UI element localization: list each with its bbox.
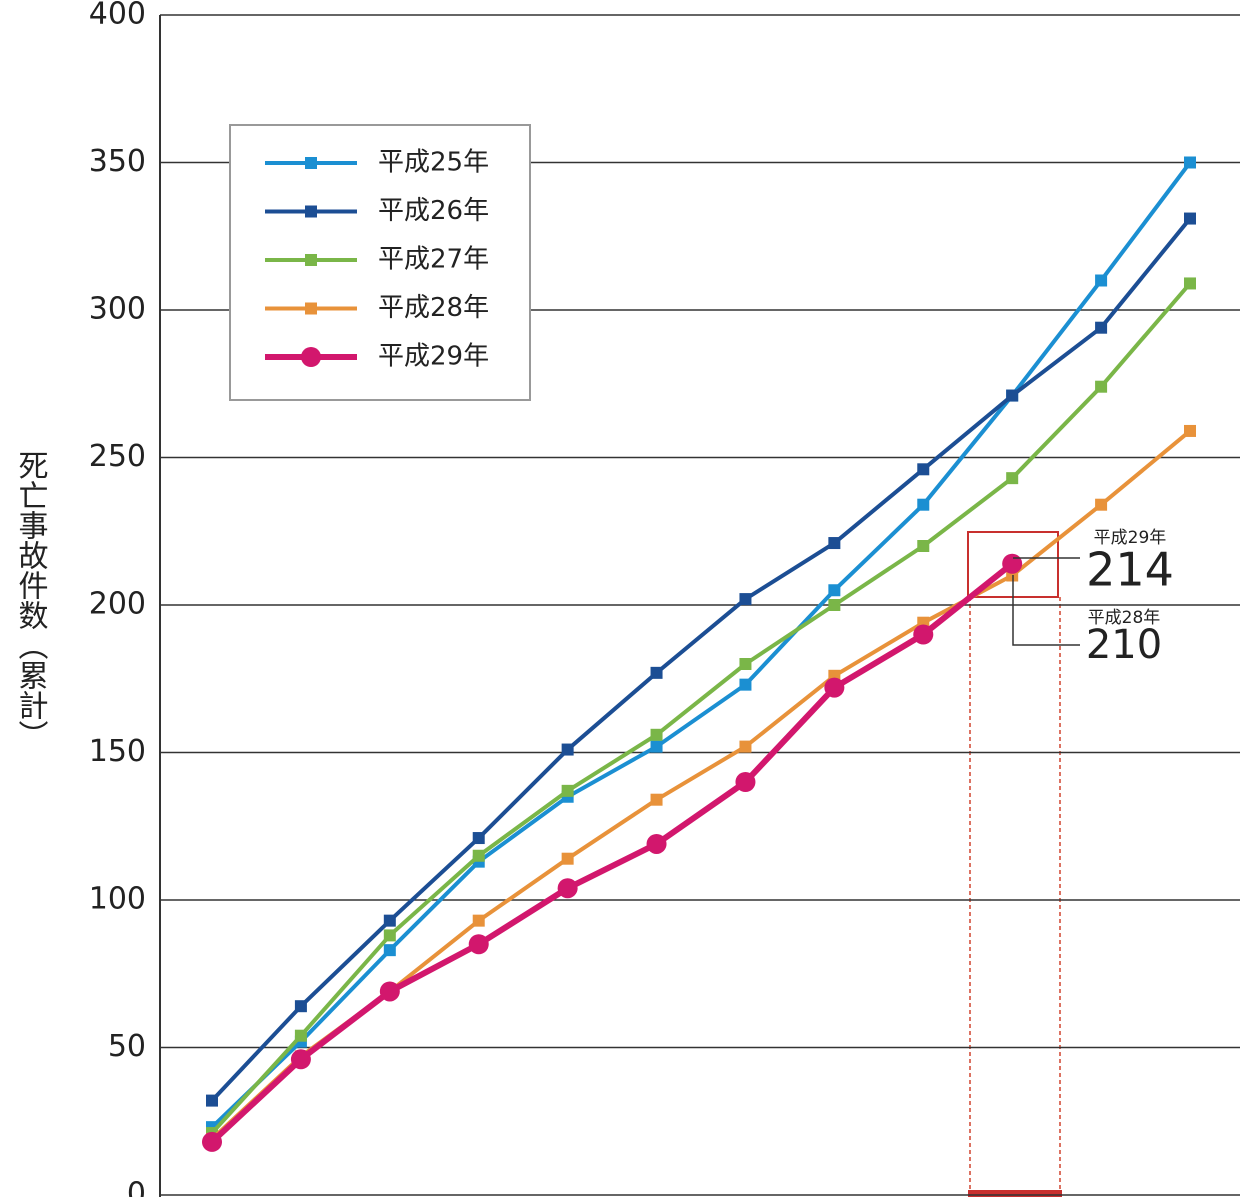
marker <box>828 537 841 550</box>
marker <box>561 852 574 865</box>
series-line <box>210 429 1192 1141</box>
marker <box>917 463 930 476</box>
marker <box>202 1131 222 1152</box>
marker <box>917 498 930 511</box>
legend-marker <box>305 157 317 169</box>
annotation-value: 210 <box>1086 622 1162 668</box>
series-line <box>209 561 1015 1145</box>
y-tick-label: 250 <box>89 439 146 474</box>
marker <box>828 584 841 597</box>
marker <box>472 914 485 927</box>
y-tick-label: 300 <box>89 292 146 327</box>
marker <box>913 624 934 645</box>
marker <box>650 793 663 806</box>
marker <box>379 981 400 1002</box>
marker <box>739 658 752 670</box>
marker <box>1184 156 1196 169</box>
marker <box>824 677 845 698</box>
legend-marker <box>301 347 321 367</box>
marker <box>735 772 756 792</box>
marker <box>290 1049 311 1070</box>
marker <box>739 740 752 753</box>
y-tick-label: 50 <box>108 1029 146 1064</box>
marker <box>472 849 485 862</box>
marker <box>383 929 396 942</box>
marker <box>468 934 489 955</box>
legend-marker <box>305 302 317 315</box>
marker <box>1184 212 1196 225</box>
marker <box>383 944 396 957</box>
y-tick-label: 350 <box>89 144 146 179</box>
marker <box>650 740 663 753</box>
marker <box>739 593 752 606</box>
legend-label: 平成29年 <box>378 342 489 372</box>
series-line <box>210 282 1192 1135</box>
series-line <box>210 217 1192 1102</box>
marker <box>383 914 396 927</box>
leader-line <box>1012 575 1080 646</box>
marker <box>917 540 930 552</box>
marker <box>1095 498 1108 511</box>
marker <box>1095 274 1108 287</box>
marker <box>557 878 578 899</box>
annotation-label: 平成29年 <box>1094 528 1167 548</box>
marker <box>206 1094 218 1107</box>
annotation-label: 平成28年 <box>1088 608 1161 628</box>
y-tick-label: 400 <box>89 0 146 32</box>
marker <box>294 1000 307 1013</box>
marker <box>739 678 752 691</box>
plot <box>202 156 1196 1152</box>
marker <box>1184 424 1196 437</box>
annotation-value: 214 <box>1086 543 1174 597</box>
marker <box>561 784 574 797</box>
marker <box>1184 277 1196 290</box>
legend-marker <box>305 205 317 218</box>
marker <box>650 728 663 741</box>
legend-label: 平成27年 <box>378 245 489 275</box>
series-line <box>210 161 1192 1129</box>
marker <box>1006 472 1019 485</box>
marker <box>1006 389 1019 402</box>
marker <box>1095 321 1108 334</box>
legend-label: 平成28年 <box>378 293 489 323</box>
y-tick-label: 100 <box>89 882 146 917</box>
y-tick-label: 0 <box>127 1177 146 1197</box>
marker <box>294 1029 307 1042</box>
marker <box>646 833 667 854</box>
legend-label: 平成25年 <box>378 148 489 178</box>
marker <box>561 743 574 756</box>
y-tick-label: 150 <box>89 734 146 769</box>
marker <box>650 666 663 679</box>
marker <box>472 832 485 845</box>
y-axis-label: 死亡事故件数（累計） <box>13 450 49 750</box>
marker <box>1002 553 1023 574</box>
y-tick-label: 200 <box>89 587 146 622</box>
highlight-bar <box>968 1190 1062 1197</box>
legend-label: 平成26年 <box>378 196 489 226</box>
marker <box>828 599 841 611</box>
marker <box>1095 380 1108 393</box>
legend-marker <box>305 254 317 266</box>
